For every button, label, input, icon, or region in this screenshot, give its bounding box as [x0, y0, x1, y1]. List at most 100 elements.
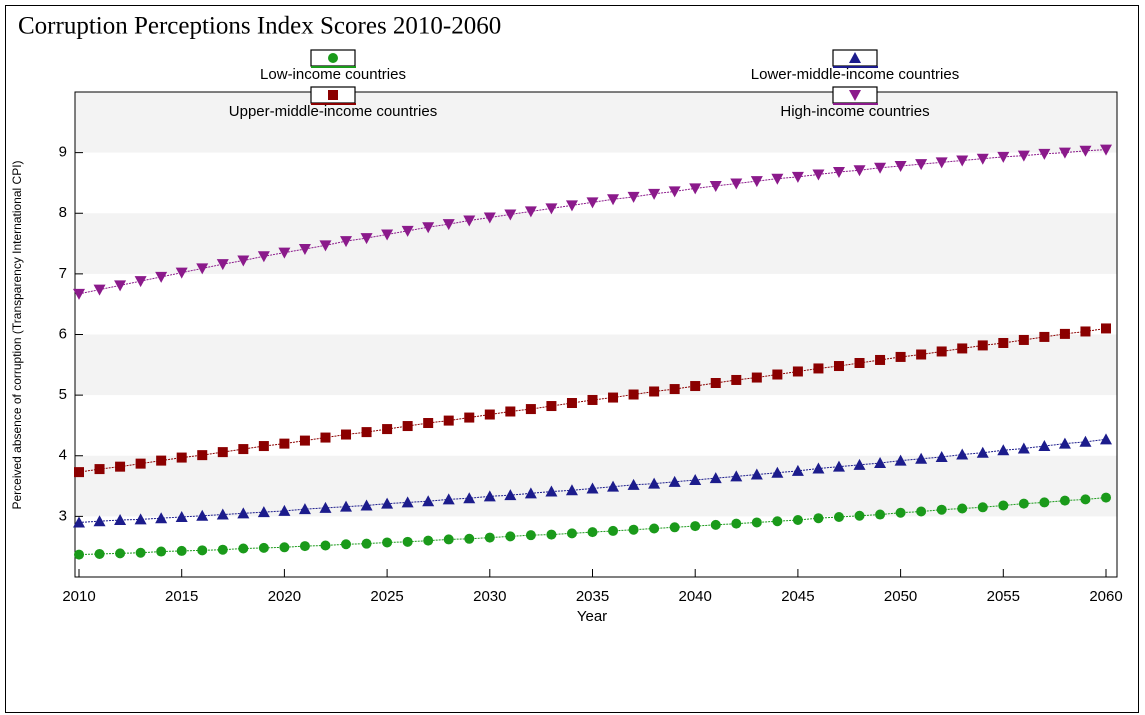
- x-tick-label: 2055: [987, 588, 1020, 605]
- marker: [156, 455, 167, 466]
- marker: [360, 499, 373, 511]
- marker: [709, 180, 722, 192]
- marker: [381, 229, 394, 241]
- marker: [196, 263, 209, 275]
- y-tick-label: 8: [59, 204, 67, 221]
- marker: [565, 484, 578, 496]
- marker: [299, 435, 310, 446]
- marker: [216, 508, 229, 520]
- marker: [832, 460, 845, 472]
- marker: [197, 450, 208, 461]
- marker: [279, 542, 290, 553]
- marker: [319, 501, 332, 513]
- marker: [115, 461, 126, 472]
- marker: [134, 513, 147, 525]
- marker: [772, 369, 783, 380]
- marker: [197, 545, 208, 556]
- marker: [956, 448, 969, 460]
- marker: [771, 173, 784, 185]
- marker: [155, 512, 168, 524]
- marker: [849, 90, 861, 101]
- marker: [381, 497, 394, 509]
- marker: [74, 549, 84, 560]
- marker: [875, 354, 886, 365]
- marker: [731, 374, 742, 385]
- marker: [423, 535, 434, 546]
- marker: [750, 468, 763, 480]
- marker: [443, 415, 454, 426]
- x-tick-label: 2045: [781, 588, 814, 605]
- marker: [484, 409, 495, 420]
- marker: [586, 197, 599, 209]
- marker: [1017, 442, 1030, 454]
- marker: [627, 191, 640, 203]
- marker: [649, 386, 660, 397]
- grid-band: [75, 334, 1117, 396]
- marker: [382, 424, 393, 435]
- marker: [319, 240, 332, 252]
- marker: [976, 153, 989, 165]
- marker: [340, 500, 353, 512]
- grid-band: [75, 213, 1117, 274]
- marker: [1059, 328, 1070, 339]
- legend-label: Upper-middle-income countries: [229, 103, 437, 120]
- legend-item: Lower-middle-income countries: [751, 49, 959, 83]
- marker: [401, 225, 414, 237]
- marker: [328, 53, 338, 63]
- marker: [135, 458, 146, 469]
- marker: [957, 343, 968, 354]
- marker: [1100, 433, 1112, 445]
- marker: [833, 511, 844, 522]
- marker: [402, 536, 413, 547]
- marker: [997, 151, 1010, 163]
- marker: [648, 477, 661, 489]
- x-tick-label: 2025: [370, 588, 403, 605]
- marker: [341, 539, 352, 550]
- marker: [442, 219, 455, 231]
- marker: [998, 500, 1009, 511]
- x-tick-label: 2030: [473, 588, 506, 605]
- marker: [587, 527, 598, 538]
- marker: [608, 392, 619, 403]
- marker: [175, 267, 188, 279]
- marker: [935, 450, 948, 462]
- marker: [792, 515, 803, 526]
- marker: [649, 523, 660, 534]
- marker: [299, 541, 310, 552]
- marker: [298, 503, 311, 515]
- marker: [238, 444, 249, 455]
- marker: [935, 157, 948, 169]
- marker: [895, 507, 906, 518]
- marker: [730, 178, 743, 190]
- marker: [956, 155, 969, 167]
- x-tick-label: 2010: [62, 588, 95, 605]
- marker: [320, 540, 331, 551]
- marker: [361, 538, 372, 549]
- marker: [813, 363, 824, 374]
- marker: [833, 361, 844, 372]
- marker: [710, 378, 721, 388]
- marker: [328, 90, 338, 100]
- marker: [176, 545, 187, 556]
- marker: [710, 519, 721, 530]
- marker: [484, 532, 495, 543]
- marker: [155, 271, 168, 283]
- chart-title: Corruption Perceptions Index Scores 2010…: [18, 13, 501, 40]
- marker: [1038, 440, 1051, 452]
- marker: [361, 427, 372, 438]
- marker: [278, 247, 291, 259]
- marker: [401, 496, 414, 508]
- marker: [998, 337, 1009, 348]
- marker: [483, 490, 496, 502]
- marker: [832, 167, 845, 179]
- marker: [114, 514, 127, 526]
- marker: [237, 255, 250, 267]
- marker: [1058, 147, 1071, 159]
- x-tick-label: 2035: [576, 588, 609, 605]
- marker: [668, 186, 681, 198]
- marker: [628, 389, 639, 400]
- y-tick-label: 3: [59, 507, 67, 524]
- marker: [73, 516, 85, 528]
- legend-label: Lower-middle-income countries: [751, 66, 959, 83]
- legend-label: High-income countries: [780, 103, 929, 120]
